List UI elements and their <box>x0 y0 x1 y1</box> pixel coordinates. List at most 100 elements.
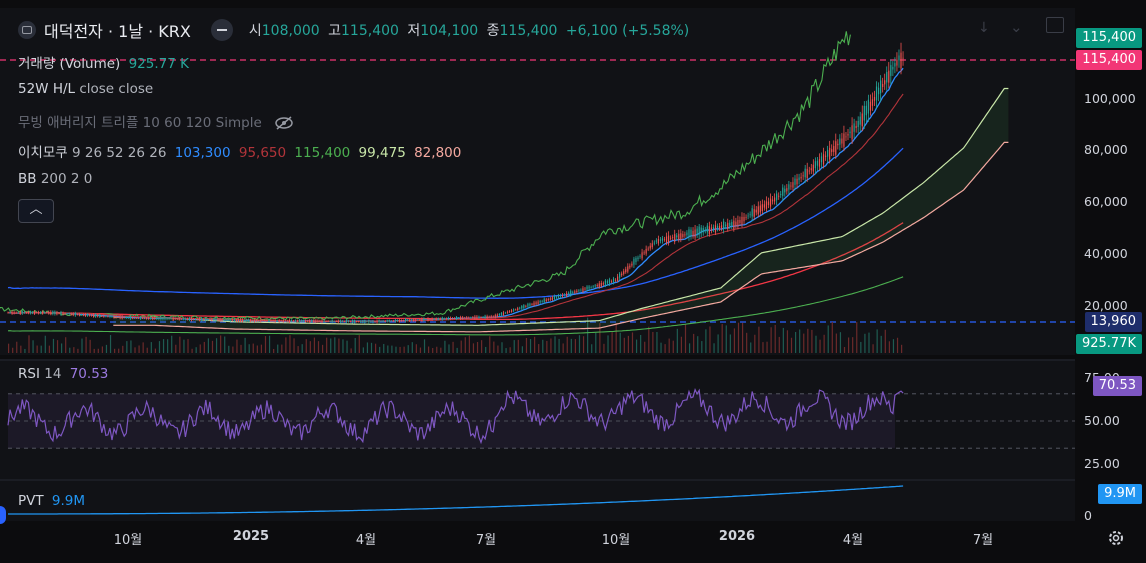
ichimoku-name: 이치모쿠 <box>18 145 68 161</box>
volume-legend[interactable]: 거래량 (Volume) 925.77 K <box>18 52 189 72</box>
arrow-down-icon[interactable]: ↓ <box>978 20 990 36</box>
volume-bar <box>436 346 438 353</box>
candle-body <box>504 312 507 314</box>
candle-body <box>378 320 380 323</box>
pvt-legend[interactable]: PVT 9.9M <box>18 493 85 509</box>
volume-bar <box>452 341 454 353</box>
symbol-logo-icon[interactable] <box>18 21 36 39</box>
candle-body <box>121 316 123 319</box>
candle-body <box>309 320 311 323</box>
gear-icon[interactable] <box>1106 528 1126 548</box>
candle-body <box>221 319 223 321</box>
volume-bar <box>860 341 862 353</box>
high-label: 고 <box>328 23 342 39</box>
candle-body <box>180 318 182 320</box>
candle-body <box>861 113 863 127</box>
volume-bar <box>476 341 479 353</box>
candle-body <box>733 220 735 229</box>
candle-body <box>643 252 645 254</box>
candle-body <box>396 319 399 322</box>
candle-body <box>247 319 250 321</box>
candle-body <box>474 316 476 319</box>
hl-legend[interactable]: 52W H/L close close <box>18 81 153 97</box>
collapse-legend-button[interactable]: ︿ <box>18 199 54 223</box>
volume-bar <box>93 348 95 353</box>
volume-bar <box>472 343 475 353</box>
candle-body <box>425 319 427 321</box>
candle-body <box>427 318 429 321</box>
symbol-title[interactable]: 대덕전자 · 1날 · KRX <box>44 22 191 41</box>
candle-body <box>731 222 733 226</box>
volume-bar <box>20 345 22 353</box>
time-label: 7월 <box>475 533 497 548</box>
volume-bar <box>623 337 625 353</box>
volume-bar <box>297 346 299 353</box>
candle-body <box>86 314 89 316</box>
rsi-legend[interactable]: RSI 14 70.53 <box>18 366 108 382</box>
volume-bar <box>240 344 242 353</box>
candle-body <box>598 283 600 288</box>
candle-body <box>672 237 674 239</box>
candle-body <box>233 319 235 321</box>
candle-body <box>753 209 755 217</box>
volume-bar <box>289 335 291 353</box>
eye-hidden-icon[interactable] <box>274 116 294 130</box>
candle-body <box>723 221 725 229</box>
volume-bar <box>570 338 572 353</box>
pvt-tag: 9.9M <box>1098 484 1142 504</box>
volume-bar <box>203 341 205 353</box>
bb-legend[interactable]: BB 200 2 0 <box>18 171 92 187</box>
chevron-down-icon[interactable]: ⌄ <box>1010 18 1023 36</box>
candle-body <box>199 318 201 321</box>
candle-body <box>33 311 36 315</box>
candle-body <box>478 316 480 318</box>
ma-legend[interactable]: 무빙 애버리지 트리플 10 60 120 Simple <box>18 111 294 131</box>
time-label: 2025 <box>232 529 270 544</box>
settings-icon[interactable] <box>1046 17 1064 33</box>
volume-bar <box>175 344 177 353</box>
volume-bar <box>521 346 523 353</box>
high-value: 115,400 <box>341 23 399 39</box>
candle-body <box>429 319 431 320</box>
ohlc-readout: 시108,000 고115,400 저104,100 종115,400 +6,1… <box>249 20 689 40</box>
candle-body <box>612 278 615 283</box>
candle-body <box>197 319 199 320</box>
candle-body <box>343 321 346 323</box>
candle-body <box>570 290 572 295</box>
candle-body <box>298 319 301 322</box>
candle-body <box>627 266 629 272</box>
candle-body <box>462 317 464 319</box>
candle-body <box>219 318 221 322</box>
volume-bar <box>599 323 601 353</box>
candle-body <box>176 318 178 320</box>
candle-body <box>421 318 423 322</box>
volume-bar <box>627 335 630 353</box>
volume-value: 925.77 K <box>128 56 189 72</box>
candle-body <box>7 312 9 314</box>
candle-body <box>875 86 878 101</box>
candle-body <box>111 316 113 317</box>
volume-bar <box>656 331 658 353</box>
volume-bar <box>432 348 434 353</box>
minus-icon[interactable] <box>210 19 233 41</box>
candle-body <box>796 178 798 185</box>
candle-body <box>68 313 70 315</box>
candle-body <box>757 206 759 215</box>
volume-bar <box>635 339 638 353</box>
volume-bar <box>778 336 780 353</box>
candle-body <box>254 319 256 322</box>
volume-bar <box>419 347 422 353</box>
candle-body <box>696 228 698 235</box>
volume-bar <box>721 324 723 353</box>
candle-body <box>404 318 407 322</box>
volume-bar <box>65 337 67 353</box>
scroll-handle[interactable] <box>0 506 6 524</box>
volume-bar <box>794 331 797 353</box>
candle-body <box>9 312 11 314</box>
ichimoku-legend[interactable]: 이치모쿠 9 26 52 26 26 103,300 95,650 115,40… <box>18 141 461 161</box>
candle-body <box>680 233 682 240</box>
candle-body <box>873 96 876 101</box>
candle-body <box>60 311 62 315</box>
volume-bar <box>815 335 817 353</box>
